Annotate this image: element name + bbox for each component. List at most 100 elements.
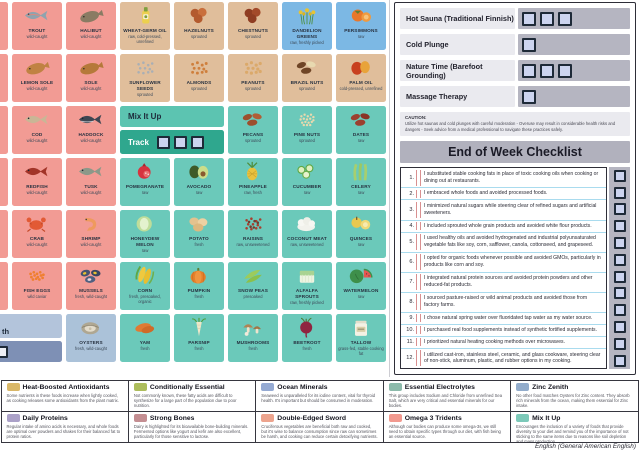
- food-detail: cold-pressed, unrefined: [339, 86, 383, 92]
- track-checkbox[interactable]: [156, 135, 170, 149]
- grid-cell-crab: CRAB wild-caught: [12, 210, 62, 258]
- caution-text: Utilize hot saunas and cold plunges with…: [405, 121, 616, 132]
- tusk-fish-icon: [79, 166, 102, 177]
- pumpkin-icon: [190, 267, 206, 284]
- practice-row: Hot Sauna (Traditional Finnish): [400, 8, 630, 29]
- track-checkbox[interactable]: [0, 345, 8, 358]
- grid-cell-yam: YAM fresh: [120, 314, 170, 362]
- checklist-text: I included sprouted whole grain products…: [424, 222, 592, 229]
- avocado-icon: [189, 165, 209, 179]
- checklist-checkbox[interactable]: [613, 304, 626, 317]
- food-name: COD: [31, 132, 43, 137]
- food-detail: sprouted: [245, 138, 261, 144]
- checklist-text: I opted for organic foods whenever possi…: [424, 255, 601, 269]
- fish-eggs-icon: [29, 270, 45, 281]
- grid-cell-sole: SOLE wild-caught: [66, 54, 116, 102]
- lemon-sole-fish-icon: [26, 61, 50, 75]
- checklist-checkbox[interactable]: [613, 320, 626, 333]
- practice-checkbox[interactable]: [558, 11, 572, 26]
- practice-label: Hot Sauna (Traditional Finnish): [400, 8, 515, 29]
- grid-cell-partial: [0, 2, 8, 50]
- watermelon-icon: [349, 268, 373, 284]
- checklist-checkbox[interactable]: [613, 169, 626, 182]
- checklist-row: 11. I prioritized natural heating cookin…: [401, 337, 606, 349]
- grid-cell-shrimp: SHRIMP wild-caught: [66, 210, 116, 258]
- food-name: CHESTNUTS: [238, 28, 268, 33]
- legend-color-swatch: [516, 383, 530, 391]
- legend-title: Omega 3 Tridents: [404, 414, 462, 422]
- checklist-checkbox[interactable]: [613, 354, 626, 367]
- checklist-checkbox[interactable]: [613, 287, 626, 300]
- grid-cell-partial: [0, 210, 8, 258]
- legend-item-essential-electrolytes: Essential Electrolytes This group includ…: [382, 379, 512, 412]
- grid-cell-halibut: HALIBUT wild-caught: [66, 2, 116, 50]
- practice-checkbox[interactable]: [522, 37, 536, 52]
- checklist-title: End of Week Checklist: [400, 141, 630, 164]
- track-label: Track: [128, 137, 149, 147]
- checklist-checkbox[interactable]: [613, 337, 626, 350]
- food-detail: wild-caught: [80, 86, 102, 92]
- checklist-checkbox[interactable]: [613, 253, 626, 266]
- peanuts-icon: [245, 61, 262, 75]
- beetroot-icon: [300, 317, 313, 338]
- checklist-number: 3.: [409, 206, 414, 213]
- checklist-checkbox[interactable]: [613, 270, 626, 283]
- grid-cell-pomegranate: POMEGRANATE raw: [120, 158, 170, 206]
- practice-checkbox[interactable]: [558, 63, 572, 78]
- practice-checkbox[interactable]: [522, 63, 536, 78]
- grid-cell-oysters: OYSTERS fresh, wild-caught: [66, 314, 116, 362]
- grid-cell-watermelon: WATERMELON raw: [336, 262, 386, 310]
- oysters-icon: [81, 322, 99, 335]
- grid-cell-brazil-nuts: BRAZIL NUTS sprouted: [282, 54, 332, 102]
- grid-cell-hazelnuts: HAZELNUTS sprouted: [174, 2, 224, 50]
- track-checkbox[interactable]: [190, 135, 204, 149]
- checklist-number: 5.: [409, 239, 414, 246]
- practice-checkbox[interactable]: [522, 89, 536, 104]
- food-detail: fresh: [194, 294, 204, 300]
- grid-cell-pumpkin: PUMPKIN fresh: [174, 262, 224, 310]
- legend-color-swatch: [6, 383, 20, 391]
- food-name: MUSHROOMS: [236, 340, 270, 345]
- checklist-items: 1. I substituted stable cooking fats in …: [400, 167, 607, 369]
- tallow-jar-icon: [355, 320, 367, 336]
- quinces-icon: [351, 216, 371, 230]
- checklist-number: 8.: [409, 299, 414, 306]
- legend-description: Some nutrients in these foods increase w…: [6, 392, 119, 403]
- legend-item-zinc-zenith: Zinc Zenith No other food matches Oyster…: [510, 379, 639, 412]
- checklist-row: 3. I minimized natural sugars while stee…: [401, 200, 606, 221]
- margin-rule: [416, 201, 421, 218]
- food-detail: sprouted: [245, 34, 261, 40]
- food-name: CRAB: [29, 236, 45, 241]
- grid-cell-fish-eggs: FISH EGGS wild caviar: [12, 262, 62, 310]
- food-name: RAISINS: [242, 236, 264, 241]
- food-detail: wild-caught: [26, 34, 48, 40]
- food-name: QUINCES: [349, 236, 373, 241]
- checklist-row: 10. I purchased real food supplements in…: [401, 325, 606, 337]
- food-name: POTATO: [189, 236, 209, 241]
- food-detail: sprouted: [245, 86, 261, 92]
- practice-checkbox-area: [518, 60, 630, 81]
- practice-checkbox-area: [518, 8, 630, 29]
- track-checkbox[interactable]: [173, 135, 187, 149]
- margin-rule: [416, 326, 421, 335]
- grid-cell-cucumber: CUCUMBER raw: [282, 158, 332, 206]
- margin-rule: [416, 294, 421, 311]
- checklist-checkbox[interactable]: [613, 186, 626, 199]
- food-name: CUCUMBER: [292, 184, 322, 189]
- food-name: PINE NUTS: [293, 132, 321, 137]
- practice-checkbox[interactable]: [522, 11, 536, 26]
- checklist-checkbox[interactable]: [613, 236, 626, 249]
- practice-row: Cold Plunge: [400, 34, 630, 55]
- food-name: PARSNIP: [188, 340, 210, 345]
- food-name: WHEAT-GERM OIL: [123, 28, 167, 33]
- legend-description: Not commonly known, these fatty acids ar…: [133, 392, 237, 408]
- practice-checkbox[interactable]: [540, 63, 554, 78]
- food-name: TUSK: [84, 184, 98, 189]
- zinc-zenith-panel-title-partial: th: [0, 314, 62, 338]
- checklist-checkbox[interactable]: [613, 203, 626, 216]
- food-name: DANDELION GREENS: [292, 28, 322, 39]
- food-detail: raw, freshly picked: [290, 300, 324, 306]
- checklist-checkbox[interactable]: [613, 220, 626, 233]
- food-name: MUSSELS: [79, 288, 103, 293]
- practice-checkbox[interactable]: [540, 11, 554, 26]
